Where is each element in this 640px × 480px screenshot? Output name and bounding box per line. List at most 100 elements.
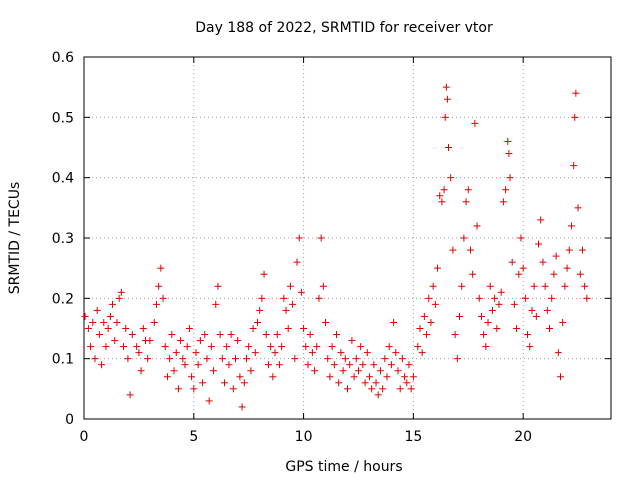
data-point (480, 331, 488, 339)
data-point (420, 312, 428, 320)
data-point (144, 355, 152, 363)
data-point (253, 318, 261, 326)
data-point (392, 349, 400, 357)
data-point (199, 379, 207, 387)
data-point (111, 337, 119, 345)
data-point (84, 325, 92, 332)
data-point (271, 349, 279, 357)
data-point (150, 318, 158, 326)
data-point (552, 252, 560, 260)
data-point (570, 162, 578, 170)
data-point (541, 282, 549, 290)
data-point (282, 306, 290, 314)
data-point (251, 349, 259, 357)
data-point (390, 318, 398, 326)
data-point (238, 403, 246, 411)
data-point (506, 174, 514, 182)
y-tick-label: 0.5 (52, 110, 74, 126)
data-point (337, 349, 345, 357)
data-point (502, 186, 510, 194)
data-point (486, 282, 494, 290)
data-point (451, 331, 459, 339)
data-point (311, 367, 319, 375)
data-point (462, 198, 470, 206)
data-point (524, 331, 532, 339)
data-point (370, 361, 378, 369)
data-point (163, 373, 171, 381)
data-point (563, 264, 571, 272)
data-point (126, 391, 134, 399)
data-point (513, 325, 521, 332)
data-point (183, 343, 191, 351)
data-point (504, 137, 512, 145)
data-point (443, 95, 451, 103)
data-point (242, 355, 250, 363)
data-point (157, 264, 165, 272)
data-point (488, 306, 496, 314)
data-point (166, 355, 174, 363)
data-point (363, 349, 371, 357)
data-point (122, 325, 130, 332)
data-point (505, 150, 513, 158)
y-tick-label: 0.2 (52, 291, 74, 307)
data-point (344, 385, 351, 393)
data-point (98, 361, 106, 369)
data-point (179, 355, 187, 363)
data-point (449, 246, 457, 254)
y-tick-label: 0.6 (52, 50, 74, 66)
x-tick-label: 0 (80, 429, 89, 445)
data-point (330, 361, 338, 369)
data-point (225, 361, 233, 369)
data-point (324, 355, 332, 363)
data-point (484, 318, 492, 326)
data-point (289, 300, 297, 308)
data-point (423, 331, 431, 339)
data-point (216, 331, 224, 339)
data-point (341, 355, 349, 363)
data-point (528, 306, 536, 314)
data-point (455, 312, 463, 320)
data-point (120, 343, 128, 351)
data-point (240, 379, 248, 387)
data-point (278, 343, 286, 351)
data-point (445, 144, 453, 151)
data-point (91, 355, 99, 363)
data-point (429, 282, 437, 290)
data-point (326, 373, 334, 381)
data-point (194, 361, 202, 369)
data-point (469, 270, 477, 278)
data-point (286, 282, 294, 290)
data-point (214, 282, 222, 290)
data-point (460, 234, 468, 242)
data-point (188, 373, 196, 381)
data-point (115, 294, 123, 302)
data-point (249, 325, 257, 332)
data-point (473, 222, 481, 230)
data-point (409, 373, 417, 381)
data-point (284, 325, 292, 332)
x-tick-label: 15 (404, 429, 422, 445)
data-point (526, 343, 534, 351)
data-point (133, 343, 141, 351)
data-point (398, 355, 406, 363)
data-point (87, 343, 95, 351)
data-point (418, 349, 426, 357)
data-point (414, 343, 422, 351)
x-tick-label: 10 (295, 429, 313, 445)
data-point (403, 379, 411, 387)
data-point (267, 343, 275, 351)
data-point (405, 361, 413, 369)
data-point (333, 331, 341, 339)
data-point (185, 325, 193, 332)
data-point (109, 300, 117, 308)
data-point (376, 367, 384, 375)
data-point (546, 325, 554, 332)
data-point (304, 361, 312, 369)
data-point (475, 294, 483, 302)
data-point (81, 312, 89, 320)
data-point (530, 282, 538, 290)
data-point (464, 186, 472, 194)
data-point (348, 337, 356, 345)
